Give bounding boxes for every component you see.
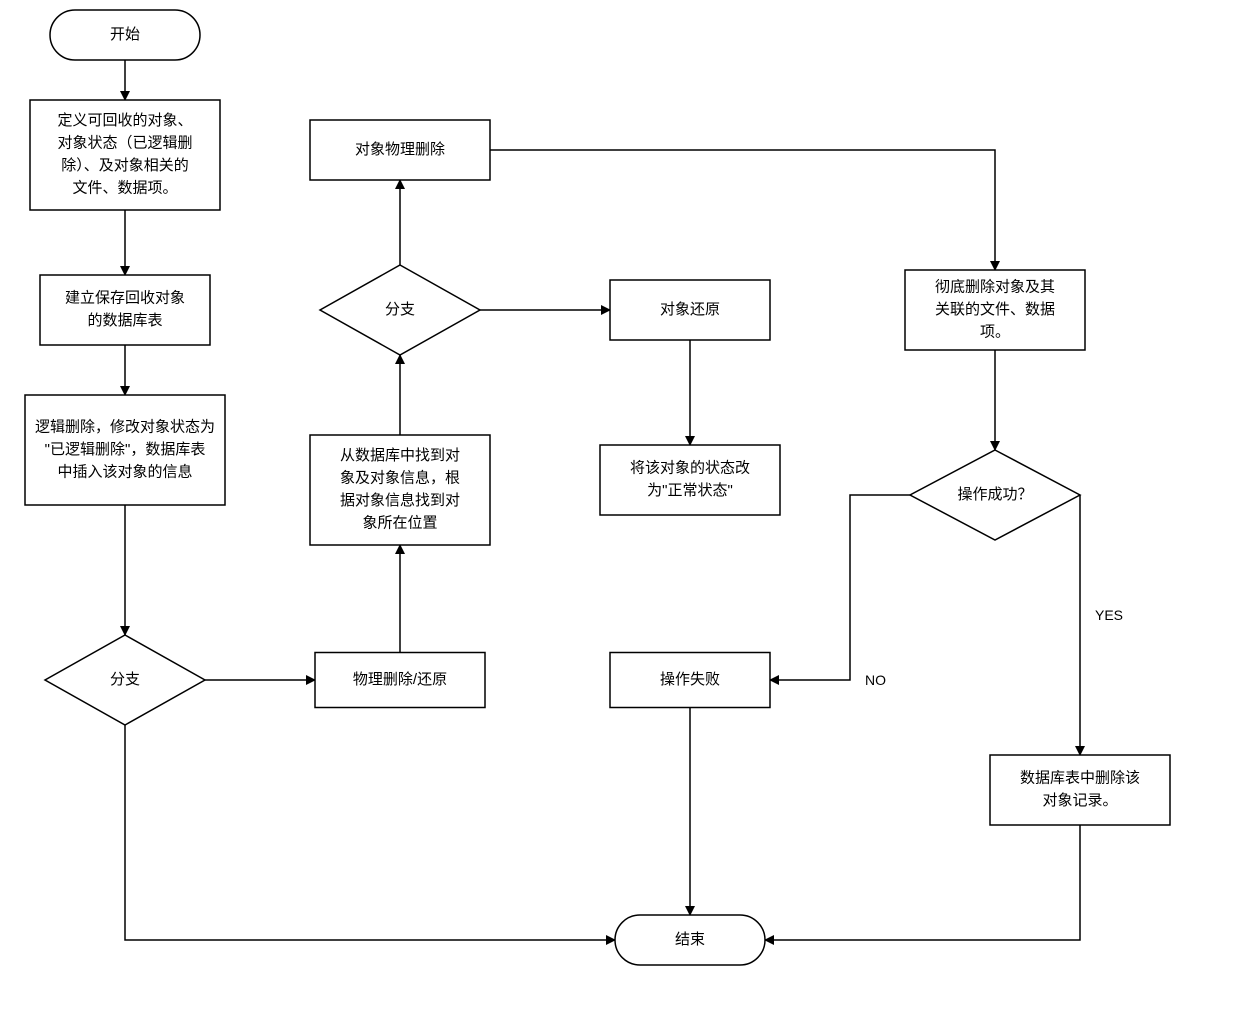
node-physOrRestore: 物理删除/还原 xyxy=(315,653,485,708)
node-text: 从数据库中找到对 xyxy=(340,447,460,464)
node-text: 项。 xyxy=(980,323,1010,340)
node-delRecord: 数据库表中删除该对象记录。 xyxy=(990,755,1170,825)
node-findObj: 从数据库中找到对象及对象信息，根据对象信息找到对象所在位置 xyxy=(310,435,490,545)
edge xyxy=(125,725,615,940)
node-text: 中插入该对象的信息 xyxy=(57,463,192,480)
node-text: 对象物理删除 xyxy=(355,141,445,158)
node-text: 对象状态（已逻辑删 xyxy=(57,135,192,152)
node-logicDel: 逻辑删除，修改对象状态为 "已逻辑删除"，数据库表中插入该对象的信息 xyxy=(25,395,225,505)
node-text: "已逻辑删除"，数据库表 xyxy=(45,441,206,458)
node-text: 对象记录。 xyxy=(1042,792,1117,809)
node-physDel: 对象物理删除 xyxy=(310,120,490,180)
node-text: 操作成功？ xyxy=(957,486,1032,503)
node-text: 建立保存回收对象 xyxy=(65,290,185,307)
flowchart-canvas: YES NO 开始定义可回收的对象、对象状态（已逻辑删除）、及对象相关的文件、数据… xyxy=(0,0,1240,1027)
edge xyxy=(490,150,995,270)
node-text: 逻辑删除，修改对象状态为 xyxy=(35,418,215,435)
node-text: 关联的文件、数据 xyxy=(935,301,1055,318)
node-setNormal: 将该对象的状态改为"正常状态" xyxy=(600,445,780,515)
node-text: 彻底删除对象及其 xyxy=(935,278,1055,295)
node-text: 为"正常状态" xyxy=(647,482,733,499)
node-text: 将该对象的状态改 xyxy=(630,460,750,477)
edge xyxy=(765,825,1080,940)
node-text: 除）、及对象相关的 xyxy=(61,157,189,174)
node-text: 物理删除/还原 xyxy=(353,671,447,688)
node-text: 象所在位置 xyxy=(362,515,437,532)
node-text: 的数据库表 xyxy=(87,312,162,329)
node-fullDelete: 彻底删除对象及其关联的文件、数据项。 xyxy=(905,270,1085,350)
node-text: 分支 xyxy=(385,301,415,318)
node-text: 文件、数据项。 xyxy=(72,180,177,197)
edge-label: NO xyxy=(865,672,886,688)
edge xyxy=(770,495,910,680)
node-start: 开始 xyxy=(50,10,200,60)
node-text: 定义可回收的对象、 xyxy=(57,112,192,129)
node-text: 数据库表中删除该 xyxy=(1020,770,1140,787)
node-branch2: 分支 xyxy=(320,265,480,355)
node-define: 定义可回收的对象、对象状态（已逻辑删除）、及对象相关的文件、数据项。 xyxy=(30,100,220,210)
node-branch1: 分支 xyxy=(45,635,205,725)
node-createTable: 建立保存回收对象的数据库表 xyxy=(40,275,210,345)
node-fail: 操作失败 xyxy=(610,653,770,708)
node-text: 象及对象信息，根 xyxy=(340,470,460,487)
node-text: 据对象信息找到对 xyxy=(340,492,460,509)
node-text: 分支 xyxy=(110,671,140,688)
edge-label: YES xyxy=(1095,607,1123,623)
node-text: 开始 xyxy=(110,26,140,43)
node-text: 结束 xyxy=(675,931,705,948)
node-text: 操作失败 xyxy=(660,671,720,688)
node-text: 对象还原 xyxy=(660,301,720,318)
node-end: 结束 xyxy=(615,915,765,965)
node-restore: 对象还原 xyxy=(610,280,770,340)
node-success: 操作成功？ xyxy=(910,450,1080,540)
